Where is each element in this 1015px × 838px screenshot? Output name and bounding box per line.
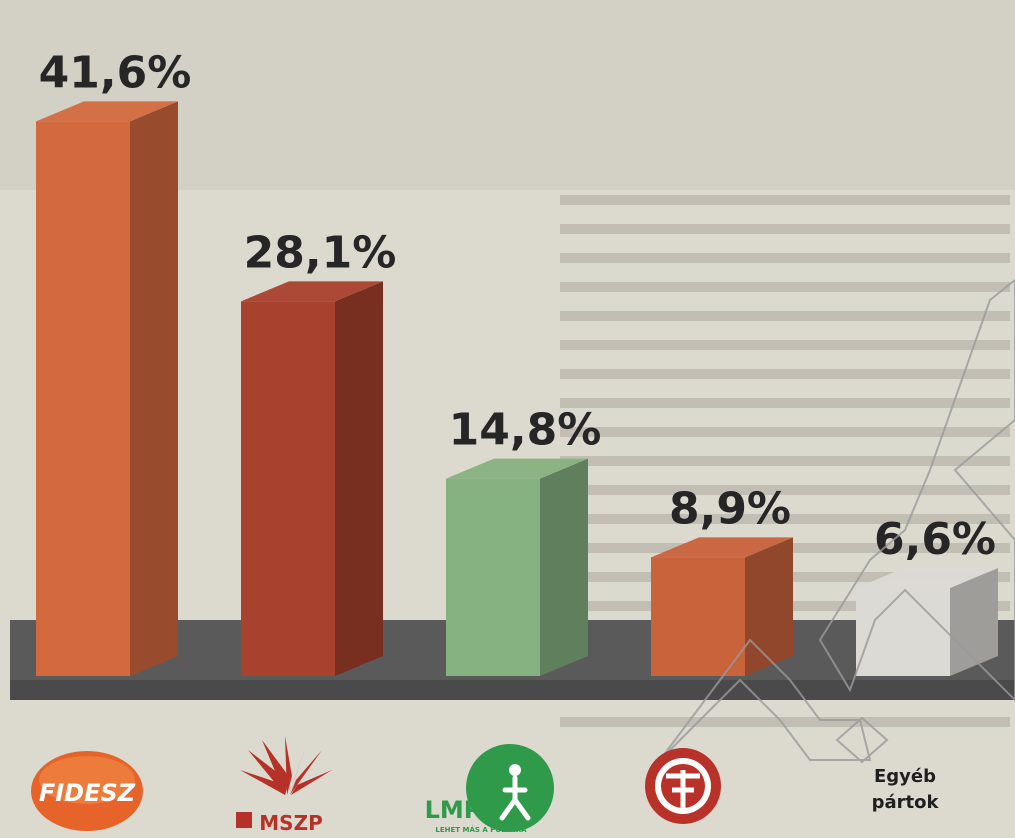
bar-3-top bbox=[446, 458, 588, 479]
value-label-4: 8,9% bbox=[669, 483, 791, 534]
bar-4-front bbox=[651, 557, 745, 676]
lmp-label: LMP bbox=[425, 796, 482, 824]
logo-lmp: LMP LEHET MÁS A POLITIKA bbox=[425, 744, 554, 834]
logo-jobbik bbox=[645, 748, 721, 824]
bar-4-side bbox=[745, 537, 793, 676]
lmp-tagline: LEHET MÁS A POLITIKA bbox=[435, 825, 527, 834]
value-label-2: 28,1% bbox=[244, 227, 397, 278]
bar-3-front bbox=[446, 478, 540, 676]
egyeb-line2: pártok bbox=[872, 792, 940, 813]
platform-front-edge bbox=[10, 680, 1015, 700]
egyeb-line1: Egyéb bbox=[874, 766, 936, 787]
bar-2-side bbox=[335, 281, 383, 676]
value-labels-group: 41,6% 28,1% 14,8% 8,9% 6,6% bbox=[39, 47, 996, 565]
value-label-1: 41,6% bbox=[39, 47, 192, 98]
value-label-3: 14,8% bbox=[449, 405, 602, 456]
bar-2-top bbox=[241, 281, 383, 302]
mszp-label: MSZP bbox=[259, 811, 322, 835]
value-label-5: 6,6% bbox=[874, 514, 996, 565]
bar-3-side bbox=[540, 458, 588, 676]
bar-5-side bbox=[950, 568, 998, 676]
bar-1-top bbox=[36, 101, 178, 122]
label-egyeb: Egyéb pártok bbox=[872, 766, 940, 813]
logo-mszp: MSZP bbox=[236, 736, 332, 835]
bars-group bbox=[36, 101, 998, 677]
bar-1-front bbox=[36, 121, 130, 677]
bar-5-top bbox=[856, 568, 998, 588]
fidesz-label: FIDESZ bbox=[39, 779, 136, 807]
bar-2-front bbox=[241, 301, 335, 676]
watermark bbox=[659, 278, 1015, 764]
logo-fidesz: FIDESZ bbox=[31, 751, 143, 831]
bar-4-top bbox=[651, 537, 793, 558]
bar-1-side bbox=[130, 101, 178, 677]
